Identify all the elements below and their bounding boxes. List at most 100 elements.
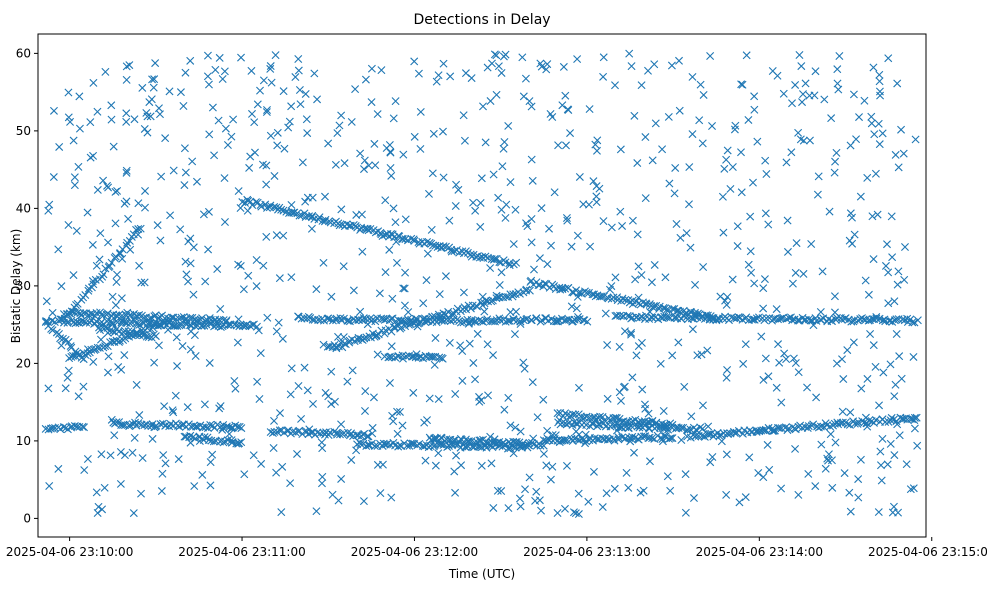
detection-point <box>134 199 143 208</box>
detection-point <box>99 176 108 185</box>
y-tick-label: 0 <box>23 511 31 525</box>
detection-point <box>450 467 459 476</box>
scatter-points <box>41 49 922 519</box>
detection-point <box>492 51 501 60</box>
detection-point <box>747 268 756 277</box>
detection-point <box>759 473 768 482</box>
detection-point <box>722 373 731 382</box>
detection-point <box>484 391 493 400</box>
detection-point <box>218 74 227 83</box>
detection-point <box>79 309 88 318</box>
detection-point <box>457 461 466 470</box>
detection-point <box>94 502 103 511</box>
detection-point <box>122 109 131 118</box>
detection-point <box>115 310 123 319</box>
detection-point <box>272 327 281 336</box>
detection-point <box>856 192 865 201</box>
detection-point <box>305 212 314 221</box>
detection-point <box>176 88 185 97</box>
detection-point <box>86 118 95 127</box>
detection-point <box>111 252 120 261</box>
detection-point <box>191 352 200 361</box>
detection-point <box>644 409 653 418</box>
detection-point <box>651 119 660 128</box>
detection-point <box>746 247 755 256</box>
detection-point <box>204 207 213 216</box>
detection-point <box>658 437 667 446</box>
detection-point <box>573 55 582 64</box>
detection-point <box>274 318 283 327</box>
detection-point <box>537 506 546 515</box>
detection-point <box>853 419 862 428</box>
detection-point <box>266 428 275 437</box>
detection-point <box>452 180 461 189</box>
detection-point <box>165 87 174 96</box>
detection-point <box>826 422 835 431</box>
detection-point <box>92 261 101 270</box>
detection-point <box>386 163 395 172</box>
detection-point <box>738 315 747 324</box>
detection-point <box>501 292 510 301</box>
detection-point <box>603 394 612 403</box>
detection-point <box>270 416 279 425</box>
detection-point <box>810 91 819 100</box>
detection-point <box>864 290 873 299</box>
detection-point <box>548 430 557 439</box>
detection-point <box>648 434 657 443</box>
detection-point <box>547 241 556 250</box>
detection-point <box>186 313 195 322</box>
detection-point <box>290 208 299 217</box>
detection-point <box>698 401 707 410</box>
detection-point <box>672 220 681 228</box>
detection-point <box>81 350 90 359</box>
detection-point <box>385 245 394 254</box>
detection-point <box>93 185 102 194</box>
detection-point <box>171 391 180 400</box>
detection-point <box>573 292 582 301</box>
detection-point <box>633 159 642 168</box>
detection-point <box>204 245 213 254</box>
detection-point <box>884 268 893 277</box>
detection-point <box>218 425 227 434</box>
detection-point <box>871 416 880 425</box>
detection-point <box>409 235 418 244</box>
y-tick-label: 60 <box>16 46 31 60</box>
detection-point <box>303 386 312 395</box>
detection-point <box>393 429 402 438</box>
detection-point <box>635 313 644 322</box>
detection-point <box>833 65 842 74</box>
detection-point <box>405 441 414 450</box>
detection-point <box>717 437 726 446</box>
detection-point <box>300 363 309 372</box>
detection-point <box>876 447 885 456</box>
detection-point <box>358 247 367 256</box>
detection-point <box>241 321 250 330</box>
detection-point <box>410 57 419 66</box>
detection-point <box>794 368 803 377</box>
detection-point <box>69 271 78 280</box>
detection-point <box>776 314 785 323</box>
detection-point <box>176 225 185 234</box>
detection-point <box>668 420 677 429</box>
detection-point <box>812 393 821 402</box>
detection-point <box>628 216 637 225</box>
detection-point <box>616 207 625 216</box>
detection-point <box>874 508 883 517</box>
detection-point <box>831 438 840 447</box>
detection-point <box>861 413 870 422</box>
detection-point <box>794 128 803 137</box>
detection-point <box>759 304 768 313</box>
detection-point <box>469 358 478 367</box>
detection-point <box>878 434 887 443</box>
detection-point <box>389 417 398 426</box>
detection-point <box>481 252 490 261</box>
detection-point <box>252 282 261 291</box>
detection-point <box>741 340 750 349</box>
y-axis-ticks: 0 10 20 30 40 50 60 <box>16 46 38 525</box>
detection-point <box>48 308 57 317</box>
detection-point <box>186 345 195 354</box>
detection-point <box>151 332 160 341</box>
detection-point <box>859 315 868 324</box>
detection-point <box>548 462 557 471</box>
detection-point <box>512 437 521 446</box>
